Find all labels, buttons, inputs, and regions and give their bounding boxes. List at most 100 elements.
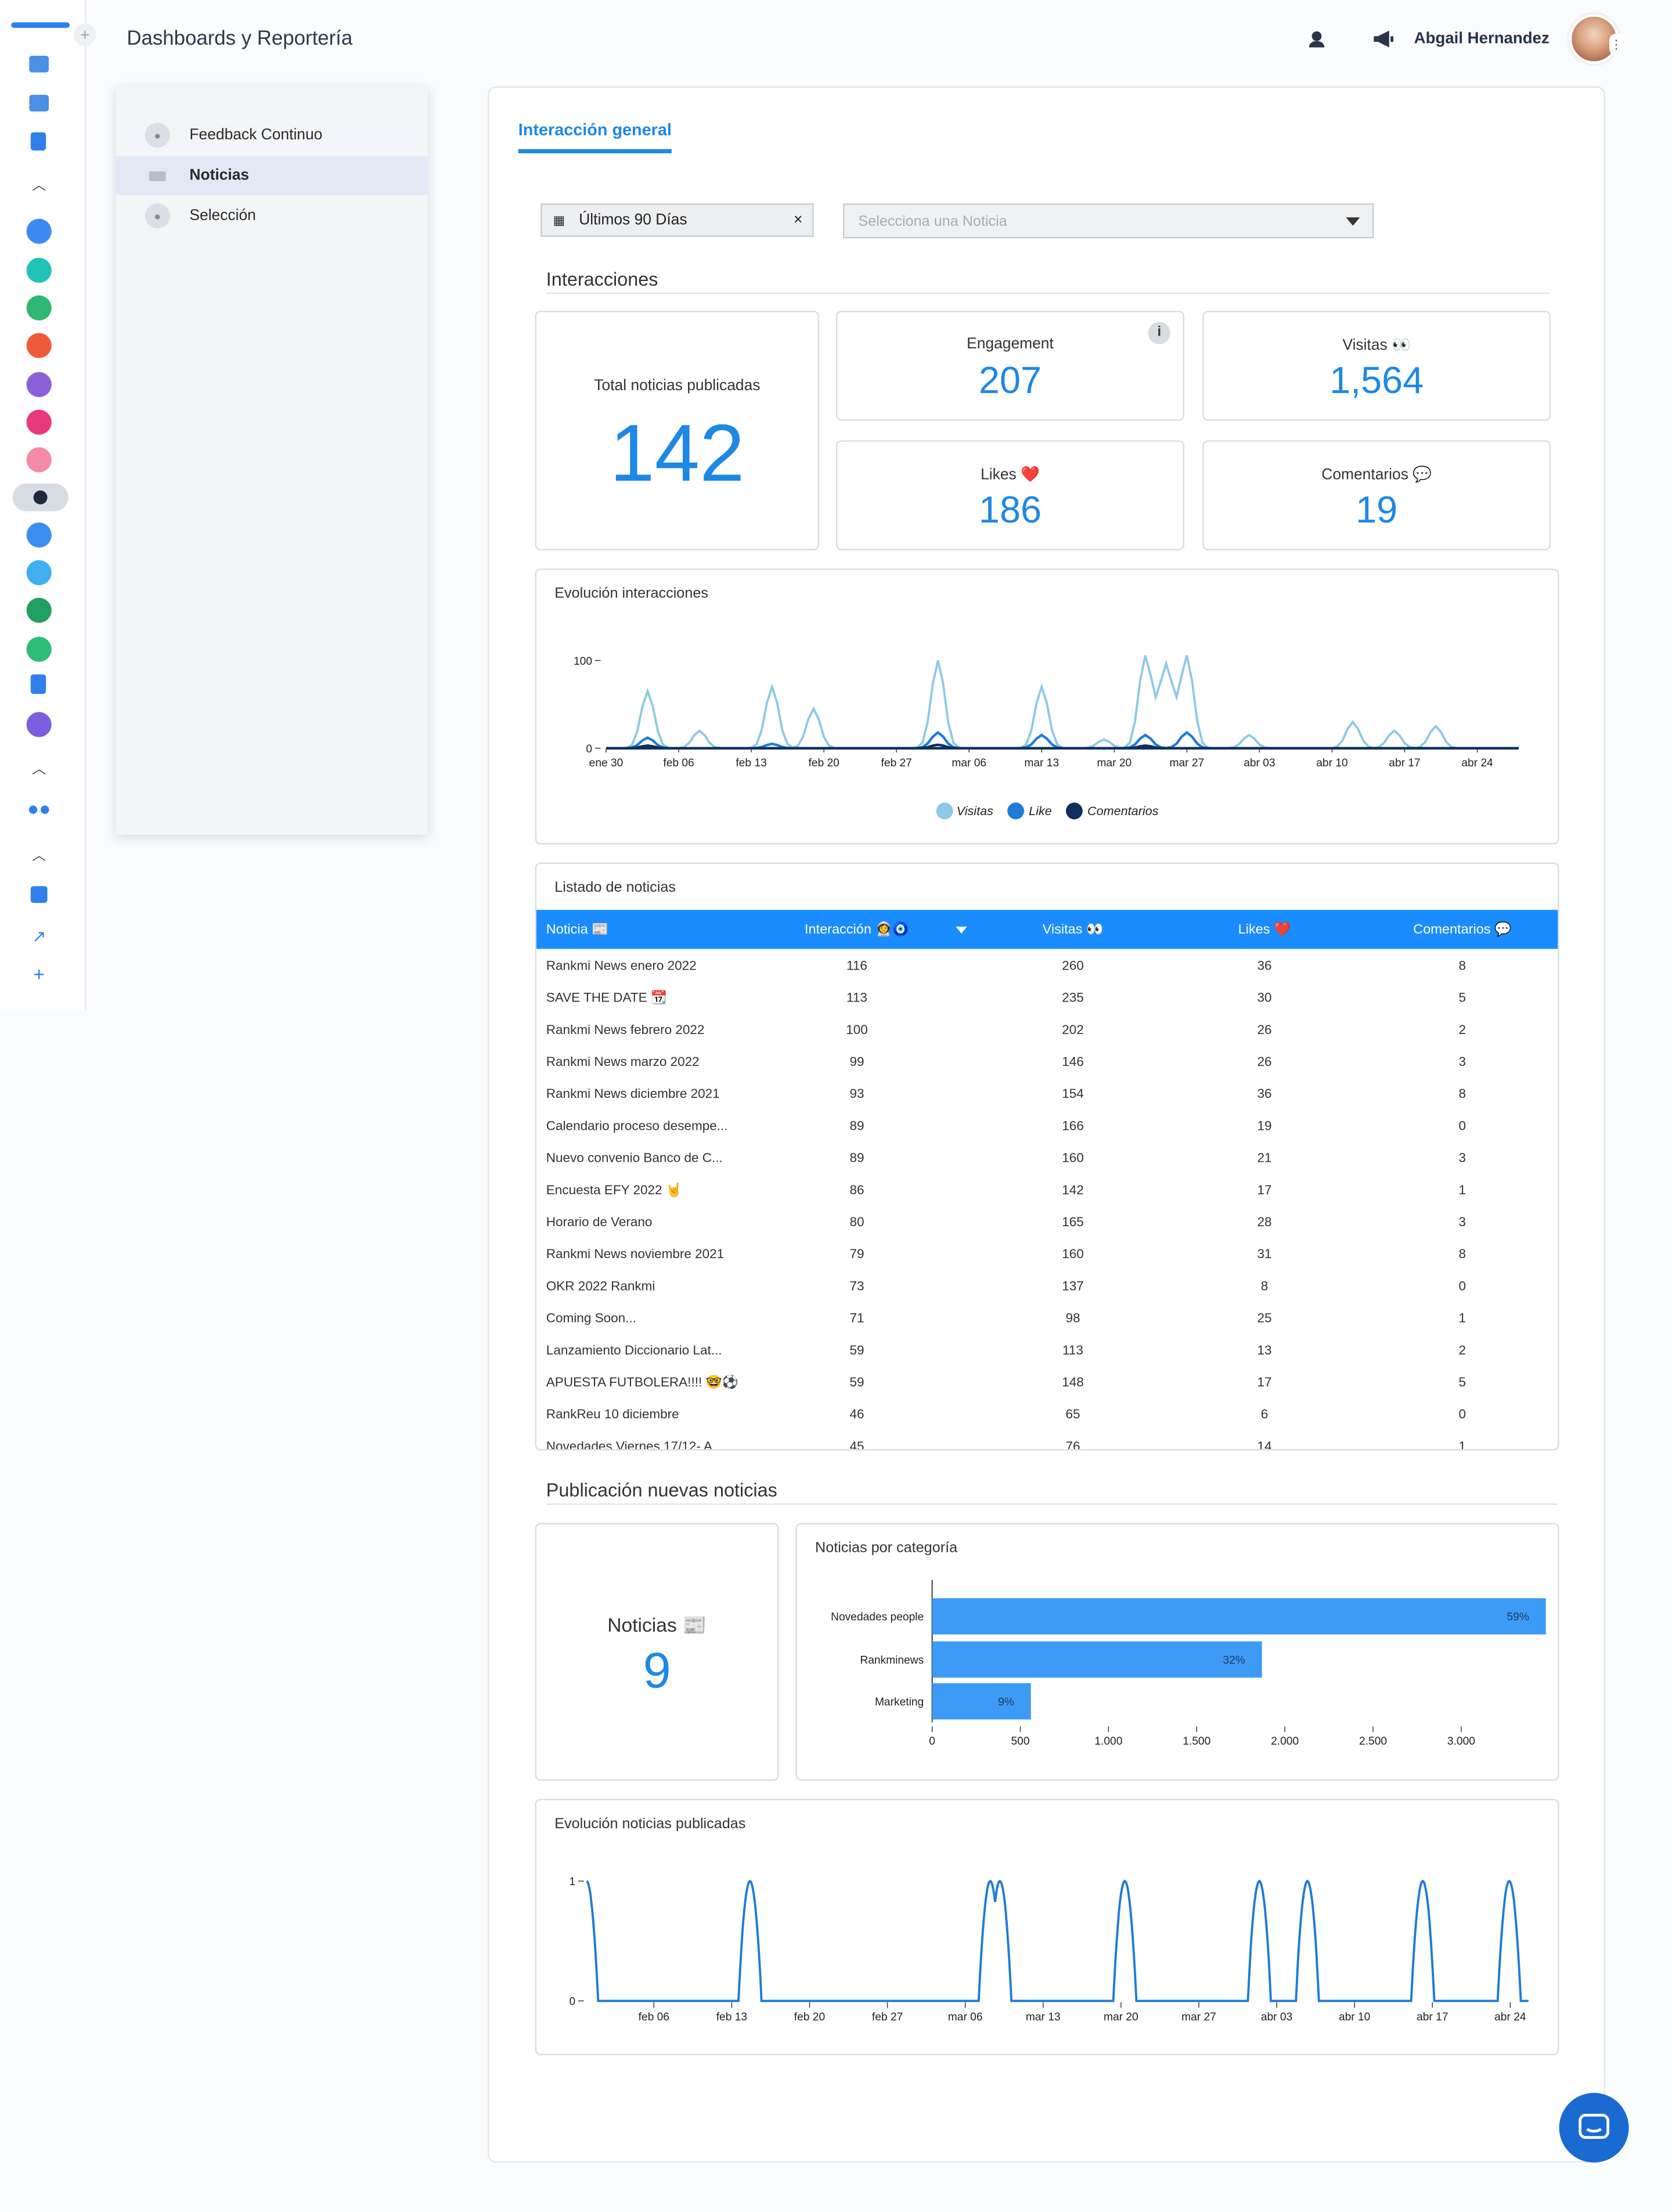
sidebar-item-noticias[interactable]: Noticias <box>116 156 428 195</box>
expand-plus-icon[interactable]: + <box>74 23 96 46</box>
people-icon[interactable]: ●● <box>27 797 51 820</box>
legend-item-comentarios[interactable]: Comentarios <box>1066 802 1159 820</box>
legend-item-visitas[interactable]: Visitas <box>935 802 993 820</box>
date-range-filter[interactable]: ▦ Últimos 90 Días × <box>540 203 814 237</box>
section-title-interacciones: Interacciones <box>546 269 1550 294</box>
cell-comentarios: 1 <box>1458 1181 1466 1197</box>
collapse-chevron-up-icon[interactable]: ︿ <box>32 178 46 194</box>
x-tick-label: feb 20 <box>808 757 839 769</box>
chat-launcher-button[interactable] <box>1559 2092 1629 2163</box>
sidebar-item-seleccion[interactable]: ● Selección <box>116 196 428 235</box>
cell-spacer <box>941 949 982 981</box>
list-icon[interactable] <box>29 95 49 111</box>
cell-comentarios: 0 <box>1458 1277 1466 1294</box>
cell-interaccion: 86 <box>849 1181 864 1197</box>
cell-spacer <box>941 1429 982 1449</box>
cell-spacer <box>941 1141 982 1173</box>
table-row[interactable]: OKR 2022 Rankmi 73 137 8 0 <box>536 1269 1558 1301</box>
table-row[interactable]: Lanzamiento Diccionario Lat... 59 113 13 2 <box>536 1334 1558 1366</box>
x-tick-label: 500 <box>1011 1735 1029 1748</box>
comments-label: Comentarios 💬 <box>1321 467 1432 484</box>
org-chart-icon[interactable] <box>26 409 52 435</box>
file-icon[interactable] <box>30 674 46 694</box>
collapse-chevron-up-icon[interactable]: ︿ <box>32 762 46 778</box>
y-tick-label: 1 <box>570 1876 576 1888</box>
user-name[interactable]: Abgail Hernandez <box>1414 30 1550 48</box>
cell-interaccion: 46 <box>849 1406 864 1421</box>
external-link-icon[interactable]: ↗ <box>32 927 46 946</box>
news-list-title: Listado de noticias <box>554 879 676 896</box>
column-header-visitas[interactable]: Visitas 👀 <box>982 910 1164 949</box>
table-row[interactable]: Encuesta EFY 2022 🤘 86 142 17 1 <box>536 1173 1558 1205</box>
chat-icon[interactable] <box>26 218 52 244</box>
megaphone-icon[interactable] <box>1372 28 1394 50</box>
table-row[interactable]: Rankmi News noviembre 2021 79 160 31 8 <box>536 1237 1558 1269</box>
table-row[interactable]: Rankmi News enero 2022 116 260 36 8 <box>536 949 1558 981</box>
table-row[interactable]: Rankmi News febrero 2022 100 202 26 2 <box>536 1013 1558 1045</box>
avatar[interactable]: ⋮ <box>1569 14 1623 64</box>
profile-card-icon[interactable] <box>30 132 46 151</box>
cell-comentarios: 8 <box>1458 1085 1466 1101</box>
cell-likes: 28 <box>1257 1213 1272 1229</box>
x-tick-label: abr 03 <box>1244 757 1275 769</box>
table-row[interactable]: Coming Soon... 71 98 25 1 <box>536 1302 1558 1334</box>
x-tick-label: feb 06 <box>639 2011 669 2023</box>
column-header-interaccion[interactable]: Interacción 👩‍🚀🧿 <box>773 910 941 949</box>
folders-icon[interactable] <box>26 523 52 548</box>
cell-spacer <box>941 1109 982 1141</box>
x-tick-label: feb 27 <box>872 2011 903 2023</box>
branch-icon[interactable] <box>26 597 52 623</box>
sidebar-item-feedback[interactable]: ● Feedback Continuo <box>116 116 428 154</box>
support-agent-icon[interactable] <box>1305 28 1327 50</box>
cell-interaccion: 59 <box>849 1374 864 1389</box>
table-row[interactable]: Rankmi News diciembre 2021 93 154 36 8 <box>536 1077 1558 1109</box>
category-label: Marketing <box>875 1696 924 1709</box>
collapse-chevron-up-icon[interactable]: ︿ <box>32 848 46 864</box>
cell-visitas: 165 <box>1062 1213 1084 1229</box>
book-icon[interactable] <box>26 372 52 397</box>
cell-likes: 13 <box>1257 1342 1272 1357</box>
table-row[interactable]: APUESTA FUTBOLERA!!!! 🤓⚽ 59 148 17 5 <box>536 1366 1558 1397</box>
move-icon[interactable]: + <box>33 963 45 985</box>
user-settings-icon[interactable] <box>26 560 52 586</box>
bolt-icon[interactable] <box>26 333 52 358</box>
likes-card: Likes ❤️ 186 <box>836 440 1185 551</box>
table-row[interactable]: Horario de Verano 80 165 28 3 <box>536 1205 1558 1237</box>
table-row[interactable]: Rankmi News marzo 2022 99 146 26 3 <box>536 1045 1558 1077</box>
cell-comentarios: 1 <box>1458 1310 1466 1325</box>
column-header-comentarios[interactable]: Comentarios 💬 <box>1365 910 1558 949</box>
column-header-likes[interactable]: Likes ❤️ <box>1163 910 1365 949</box>
table-row[interactable]: RankReu 10 diciembre 46 65 6 0 <box>536 1397 1558 1429</box>
chat-bubbles-icon: ● <box>145 123 170 148</box>
dashboard-icon[interactable] <box>29 56 49 73</box>
tag-icon[interactable] <box>26 712 52 737</box>
box-icon[interactable] <box>30 886 48 903</box>
card-icon[interactable] <box>26 636 52 662</box>
report-icon[interactable] <box>26 447 52 473</box>
table-row[interactable]: SAVE THE DATE 📆 113 235 30 5 <box>536 981 1558 1013</box>
cell-noticia: Novedades Viernes 17/12- A... <box>546 1438 723 1451</box>
cell-comentarios: 0 <box>1458 1406 1466 1421</box>
engagement-label: Engagement <box>967 336 1054 353</box>
cell-noticia: Coming Soon... <box>546 1310 636 1325</box>
table-row[interactable]: Nuevo convenio Banco de C... 89 160 21 3 <box>536 1141 1558 1173</box>
table-row[interactable]: Calendario proceso desempe... 89 166 19 0 <box>536 1109 1558 1141</box>
kebab-menu-icon[interactable]: ⋮ <box>1609 33 1623 56</box>
column-header-noticia[interactable]: Noticia 📰 <box>536 910 773 949</box>
clear-icon[interactable]: × <box>793 211 803 229</box>
sort-desc-icon[interactable] <box>941 910 983 949</box>
tab-interaccion-general[interactable]: Interacción general <box>518 120 672 153</box>
cell-likes: 14 <box>1257 1438 1272 1451</box>
news-select[interactable]: Selecciona una Noticia <box>843 203 1374 239</box>
cell-likes: 8 <box>1260 1277 1269 1294</box>
table-row[interactable]: Novedades Viernes 17/12- A... 45 76 14 1 <box>536 1429 1558 1451</box>
info-icon[interactable]: i <box>1148 322 1171 344</box>
document-icon[interactable] <box>26 295 52 320</box>
news-module-icon[interactable] <box>12 483 69 511</box>
legend-item-like[interactable]: Like <box>1008 802 1052 820</box>
team-icon[interactable] <box>26 258 52 283</box>
cell-visitas: 148 <box>1062 1374 1084 1389</box>
x-tick-label: feb 20 <box>794 2011 825 2023</box>
cell-visitas: 166 <box>1062 1117 1084 1133</box>
x-tick-label: abr 10 <box>1339 2011 1370 2023</box>
